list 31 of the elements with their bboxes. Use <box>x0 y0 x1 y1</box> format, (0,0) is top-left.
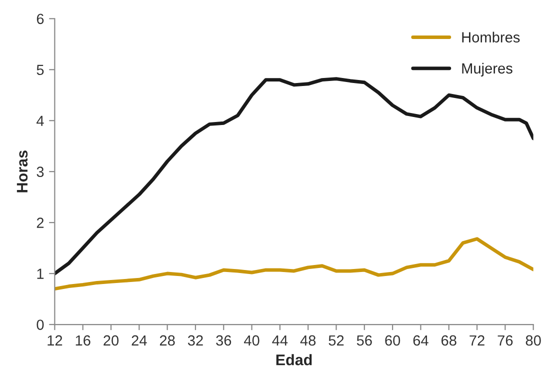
x-tick-label: 24 <box>132 335 147 346</box>
y-tick-label: 4 <box>36 116 44 126</box>
y-axis-title: Horas <box>16 150 28 192</box>
x-tick-label: 52 <box>328 335 344 346</box>
x-tick-label: 40 <box>244 335 260 346</box>
y-tick-label: 3 <box>36 166 44 178</box>
y-tick-label: 2 <box>36 218 44 228</box>
y-tick-label: 6 <box>36 14 44 24</box>
x-tick-label: 16 <box>76 335 90 346</box>
x-tick-label: 64 <box>413 335 428 346</box>
x-tick-label: 72 <box>470 335 484 346</box>
x-tick-label: 20 <box>104 335 119 346</box>
legend-label: Mujeres <box>462 62 512 76</box>
legend-label: Hombres <box>462 32 520 42</box>
x-tick-label: 68 <box>441 335 456 346</box>
y-tick-label: 0 <box>36 320 44 330</box>
x-tick-label: 76 <box>498 335 513 346</box>
x-axis-title: Edad <box>276 354 312 366</box>
line-series <box>54 77 534 276</box>
y-tick-label: 1 <box>37 268 44 279</box>
x-tick-label: 80 <box>526 335 541 346</box>
x-tick-label: 48 <box>300 335 316 346</box>
x-tick-label: 28 <box>160 335 175 346</box>
x-tick-label: 12 <box>48 335 62 346</box>
line-series <box>54 237 534 291</box>
x-tick-label: 36 <box>216 335 232 346</box>
y-tick-label: 5 <box>36 64 44 76</box>
x-tick-label: 56 <box>356 335 372 346</box>
x-tick-label: 60 <box>385 335 400 346</box>
x-tick-label: 32 <box>188 335 203 346</box>
x-tick-label: 44 <box>272 335 288 346</box>
